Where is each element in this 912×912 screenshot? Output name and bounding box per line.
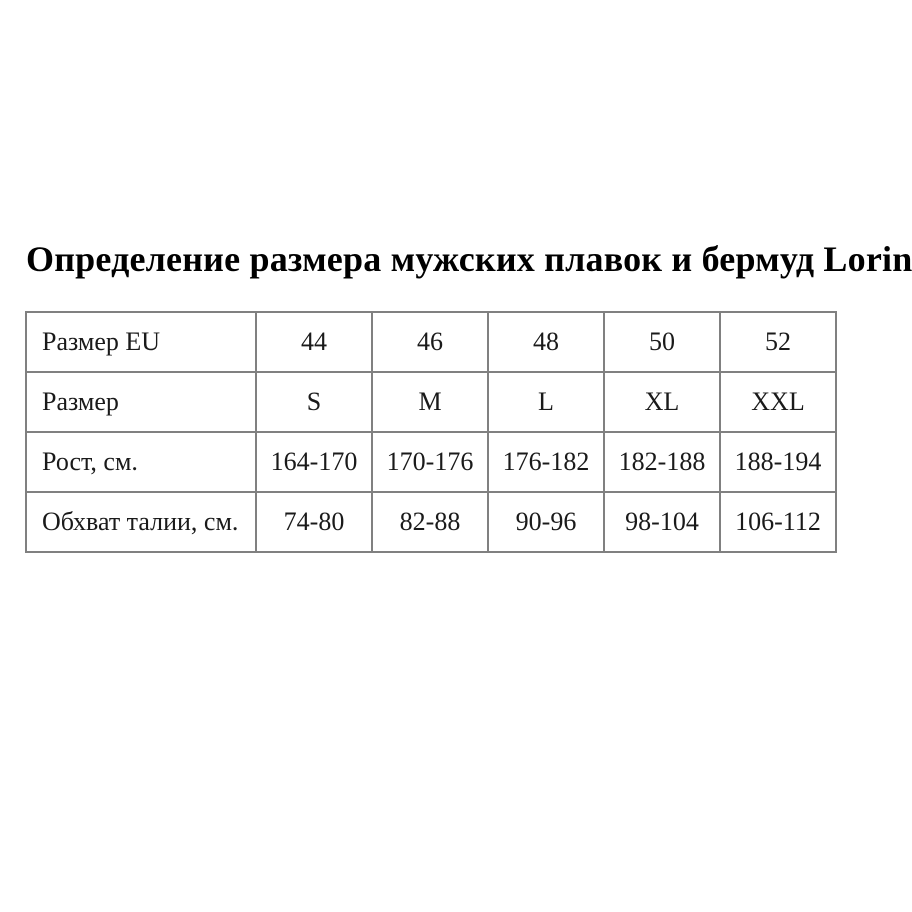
value-cell: 44 bbox=[255, 311, 373, 373]
value-cell: 48 bbox=[487, 311, 605, 373]
row-label-cell: Обхват талии, см. bbox=[25, 491, 257, 553]
value-cell: 74-80 bbox=[255, 491, 373, 553]
value-cell: 164-170 bbox=[255, 431, 373, 493]
value-cell: 90-96 bbox=[487, 491, 605, 553]
value-cell: 98-104 bbox=[603, 491, 721, 553]
value-cell: 52 bbox=[719, 311, 837, 373]
value-cell: M bbox=[371, 371, 489, 433]
value-cell: XL bbox=[603, 371, 721, 433]
value-cell: 50 bbox=[603, 311, 721, 373]
row-label-cell: Рост, см. bbox=[25, 431, 257, 493]
value-cell: S bbox=[255, 371, 373, 433]
row-label-cell: Размер EU bbox=[25, 311, 257, 373]
table-row: Размер EU 44 46 48 50 52 bbox=[25, 311, 837, 373]
value-cell: 106-112 bbox=[719, 491, 837, 553]
value-cell: 188-194 bbox=[719, 431, 837, 493]
row-label-cell: Размер bbox=[25, 371, 257, 433]
table-row: Рост, см. 164-170 170-176 176-182 182-188 188… bbox=[25, 431, 837, 493]
size-table: Размер EU 44 46 48 50 52 Размер S M L XL XXL Рост, с… bbox=[25, 311, 837, 553]
value-cell: 176-182 bbox=[487, 431, 605, 493]
table-row: Обхват талии, см. 74-80 82-88 90-96 98-104 10… bbox=[25, 491, 837, 553]
value-cell: XXL bbox=[719, 371, 837, 433]
size-table-body: Размер EU 44 46 48 50 52 Размер S M L XL XXL Рост, с… bbox=[25, 311, 837, 553]
value-cell: 46 bbox=[371, 311, 489, 373]
value-cell: 170-176 bbox=[371, 431, 489, 493]
value-cell: L bbox=[487, 371, 605, 433]
table-row: Размер S M L XL XXL bbox=[25, 371, 837, 433]
value-cell: 82-88 bbox=[371, 491, 489, 553]
value-cell: 182-188 bbox=[603, 431, 721, 493]
page-title: Определение размера мужских плавок и бер… bbox=[26, 239, 912, 279]
